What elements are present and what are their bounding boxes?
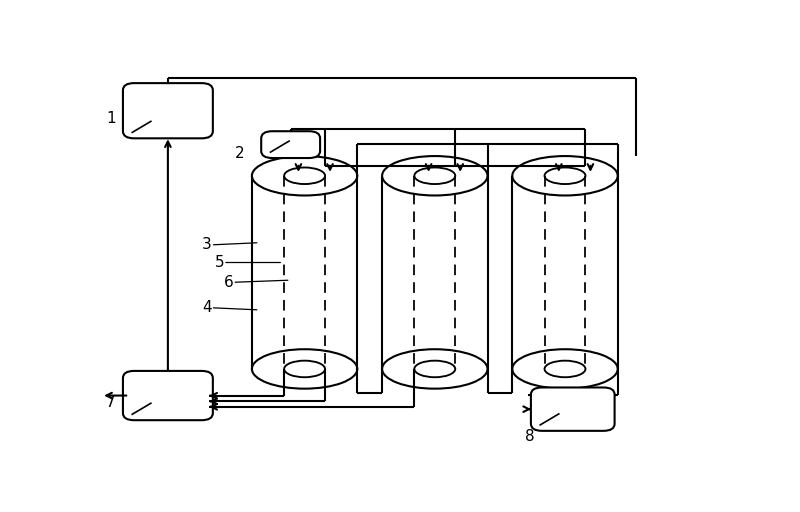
Text: 3: 3 <box>202 237 212 252</box>
Text: 5: 5 <box>214 255 224 270</box>
FancyBboxPatch shape <box>262 131 320 158</box>
Text: 4: 4 <box>202 301 212 315</box>
FancyBboxPatch shape <box>123 83 213 138</box>
FancyBboxPatch shape <box>531 388 614 431</box>
FancyBboxPatch shape <box>123 371 213 420</box>
Text: 1: 1 <box>106 111 116 126</box>
Text: 7: 7 <box>106 395 116 410</box>
Text: 6: 6 <box>224 275 234 290</box>
Text: 2: 2 <box>235 146 245 161</box>
Text: 8: 8 <box>525 429 534 444</box>
